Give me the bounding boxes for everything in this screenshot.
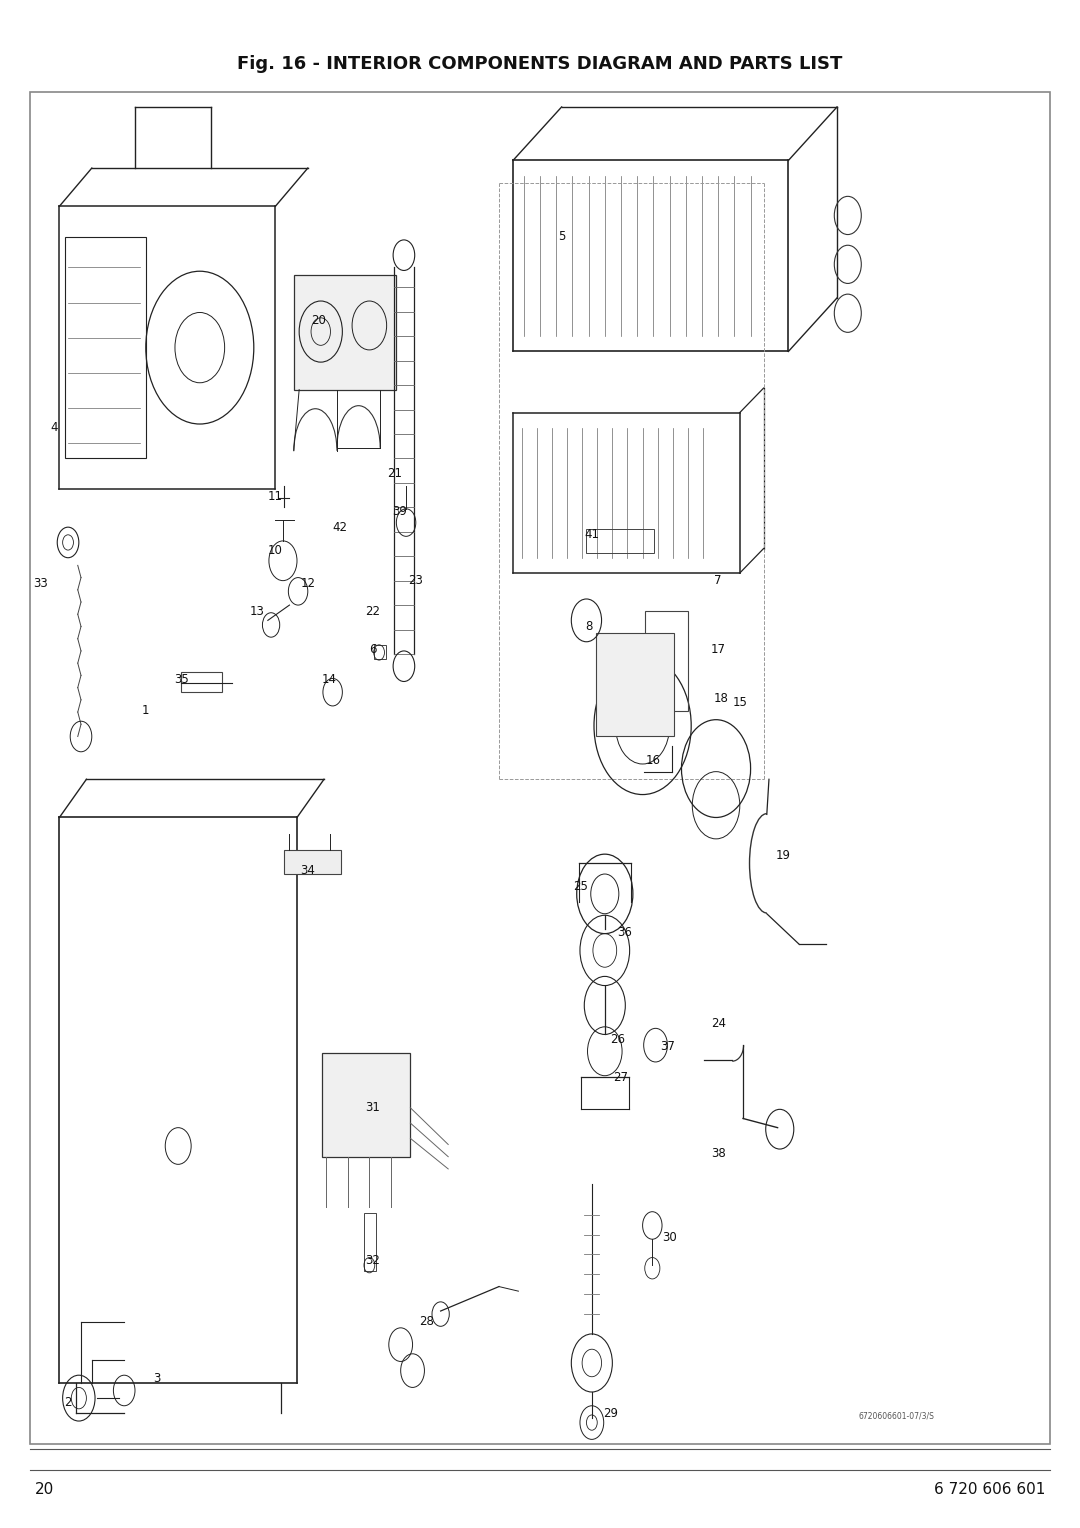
Text: 29: 29 bbox=[603, 1407, 618, 1420]
Text: 8: 8 bbox=[585, 620, 592, 633]
Bar bbox=[374, 645, 386, 659]
Text: Fig. 16 - INTERIOR COMPONENTS DIAGRAM AND PARTS LIST: Fig. 16 - INTERIOR COMPONENTS DIAGRAM AN… bbox=[238, 55, 842, 73]
Text: 16: 16 bbox=[646, 755, 661, 767]
Text: 13: 13 bbox=[249, 605, 265, 617]
Text: 11: 11 bbox=[268, 490, 283, 503]
Bar bbox=[322, 1053, 410, 1157]
Text: 27: 27 bbox=[613, 1071, 629, 1083]
Bar bbox=[586, 529, 654, 553]
Text: 37: 37 bbox=[660, 1041, 675, 1053]
Text: 34: 34 bbox=[300, 865, 315, 877]
Text: 20: 20 bbox=[35, 1482, 54, 1497]
Text: 36: 36 bbox=[617, 926, 632, 938]
Text: 6: 6 bbox=[369, 643, 376, 656]
Bar bbox=[30, 92, 1050, 1444]
Text: 41: 41 bbox=[584, 529, 599, 541]
Bar bbox=[645, 611, 688, 711]
Text: 24: 24 bbox=[711, 1018, 726, 1030]
Text: 2: 2 bbox=[65, 1397, 71, 1409]
Text: 39: 39 bbox=[392, 506, 407, 518]
Bar bbox=[596, 633, 674, 736]
Text: 18: 18 bbox=[714, 692, 729, 704]
Bar bbox=[284, 850, 341, 874]
Text: 19: 19 bbox=[775, 850, 791, 862]
Text: 25: 25 bbox=[573, 880, 589, 892]
Text: 20: 20 bbox=[311, 315, 326, 327]
Text: 38: 38 bbox=[711, 1148, 726, 1160]
Bar bbox=[181, 672, 222, 692]
Text: 31: 31 bbox=[365, 1102, 380, 1114]
Text: 1: 1 bbox=[143, 704, 149, 717]
Text: 10: 10 bbox=[268, 544, 283, 556]
Text: 22: 22 bbox=[365, 605, 380, 617]
Text: 3: 3 bbox=[153, 1372, 160, 1384]
Text: 14: 14 bbox=[322, 674, 337, 686]
Bar bbox=[364, 1213, 376, 1271]
Text: 28: 28 bbox=[419, 1316, 434, 1328]
Text: 26: 26 bbox=[610, 1033, 625, 1045]
Text: 32: 32 bbox=[365, 1254, 380, 1267]
Text: 17: 17 bbox=[711, 643, 726, 656]
Text: 6 720 606 601: 6 720 606 601 bbox=[934, 1482, 1045, 1497]
Text: 15: 15 bbox=[732, 697, 747, 709]
Text: 5: 5 bbox=[558, 231, 565, 243]
Text: 42: 42 bbox=[333, 521, 348, 533]
Text: 12: 12 bbox=[300, 578, 315, 590]
Text: 6720606601-07/3/S: 6720606601-07/3/S bbox=[859, 1412, 934, 1421]
Text: 4: 4 bbox=[51, 422, 57, 434]
Text: 7: 7 bbox=[715, 575, 721, 587]
Bar bbox=[65, 237, 146, 458]
Text: 35: 35 bbox=[174, 674, 189, 686]
Text: 30: 30 bbox=[662, 1232, 677, 1244]
Text: 23: 23 bbox=[408, 575, 423, 587]
Text: 33: 33 bbox=[33, 578, 49, 590]
Text: 21: 21 bbox=[387, 468, 402, 480]
Bar bbox=[294, 275, 396, 390]
